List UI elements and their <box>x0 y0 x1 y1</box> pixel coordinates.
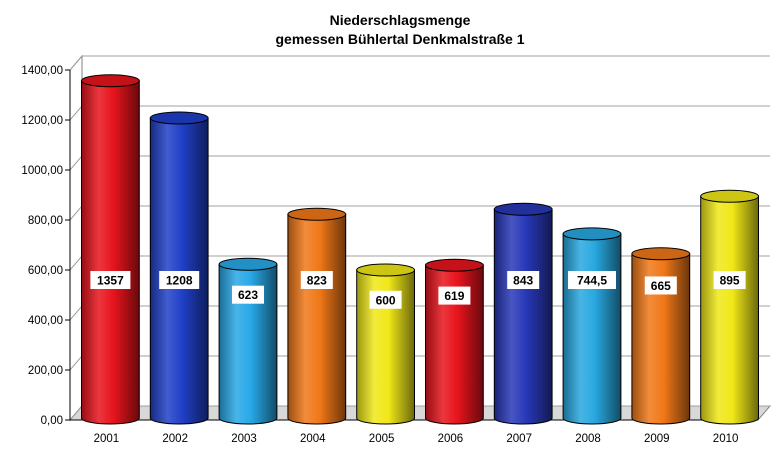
data-label-text: 619 <box>444 289 464 303</box>
data-label-box <box>507 271 540 289</box>
y-tick-label: 600,00 <box>28 265 63 277</box>
x-tick-label: 2003 <box>231 433 257 445</box>
data-label-box <box>232 285 264 304</box>
data-label-text: 843 <box>513 274 533 288</box>
bar-top <box>81 74 140 88</box>
data-label-box <box>644 276 677 295</box>
data-label-box <box>300 271 333 289</box>
data-label: 843 <box>507 271 540 289</box>
bar <box>700 189 759 425</box>
bar-top <box>700 189 759 203</box>
bar-body <box>562 233 622 425</box>
data-label-text: 665 <box>651 279 671 293</box>
bar <box>81 74 140 425</box>
data-label-box <box>159 271 200 289</box>
data-label-text: 1357 <box>97 274 124 288</box>
data-label: 665 <box>644 276 677 295</box>
data-label-text: 623 <box>238 288 258 302</box>
x-tick-label: 2008 <box>575 433 601 445</box>
bar-top <box>149 111 209 125</box>
bar-body <box>631 253 691 425</box>
y-tick-label: 800,00 <box>28 215 63 227</box>
y-tick-label: 0,00 <box>41 415 63 427</box>
bar-top <box>287 207 347 221</box>
bar <box>218 257 278 425</box>
bar-top <box>493 202 553 216</box>
bars <box>81 74 759 425</box>
bar <box>149 111 209 425</box>
bar-top <box>218 257 278 271</box>
chart-subtitle: gemessen Bühlertal Denkmalstraße 1 <box>275 31 525 47</box>
bar-top <box>562 227 622 241</box>
bar-body <box>493 208 553 425</box>
data-label: 1208 <box>159 271 200 289</box>
bar <box>356 263 415 425</box>
y-tick-label: 1200,00 <box>21 115 63 127</box>
bar-body <box>149 117 209 425</box>
data-label-text: 1208 <box>166 274 193 288</box>
data-label-box <box>713 271 746 289</box>
x-tick-label: 2001 <box>94 433 120 445</box>
bar-top <box>425 258 484 272</box>
bar <box>287 207 347 425</box>
bar-top <box>356 263 415 277</box>
bar <box>562 227 622 425</box>
y-tick-label: 200,00 <box>28 365 63 377</box>
x-tick-label: 2010 <box>713 433 739 445</box>
data-label: 895 <box>713 271 746 289</box>
bar-top <box>631 247 691 261</box>
x-tick-label: 2005 <box>369 433 395 445</box>
data-label-box <box>438 286 471 305</box>
x-tick-label: 2004 <box>300 433 326 445</box>
data-label-text: 895 <box>720 274 740 288</box>
y-tick-label: 1000,00 <box>21 165 63 177</box>
bar-body <box>425 264 484 425</box>
y-tick-label: 1400,00 <box>21 65 63 77</box>
bar <box>493 202 553 425</box>
side-wall <box>69 54 83 422</box>
data-label-box <box>90 271 131 289</box>
data-label: 600 <box>369 290 402 309</box>
bar-body <box>218 263 278 425</box>
gridline <box>69 55 770 71</box>
x-tick-label: 2006 <box>438 433 464 445</box>
chart-title: Niederschlagsmenge <box>329 12 471 28</box>
bar-body <box>700 195 759 425</box>
data-label-text: 823 <box>307 274 327 288</box>
data-label: 1357 <box>90 271 131 289</box>
bar <box>425 258 484 425</box>
data-labels: 1357 1208 623 823 600 619 843 744,5 665 895 <box>90 271 746 309</box>
bar-body <box>287 213 347 425</box>
data-label-text: 600 <box>376 293 396 307</box>
x-tick-label: 2002 <box>162 433 188 445</box>
bar <box>631 247 691 425</box>
bar-body <box>81 80 140 425</box>
data-label: 744,5 <box>568 271 616 289</box>
data-label: 823 <box>300 271 333 289</box>
data-label-box <box>369 290 402 309</box>
data-label-text: 744,5 <box>577 274 607 288</box>
x-tick-label: 2007 <box>506 433 532 445</box>
y-tick-label: 400,00 <box>28 315 63 327</box>
data-label-box <box>568 271 616 289</box>
data-label: 619 <box>438 286 471 305</box>
axes: 0,00 200,00 400,00 600,00 800,00 1000,00 1200,… <box>21 65 758 445</box>
x-tick-label: 2009 <box>644 433 670 445</box>
data-label: 623 <box>232 285 264 304</box>
